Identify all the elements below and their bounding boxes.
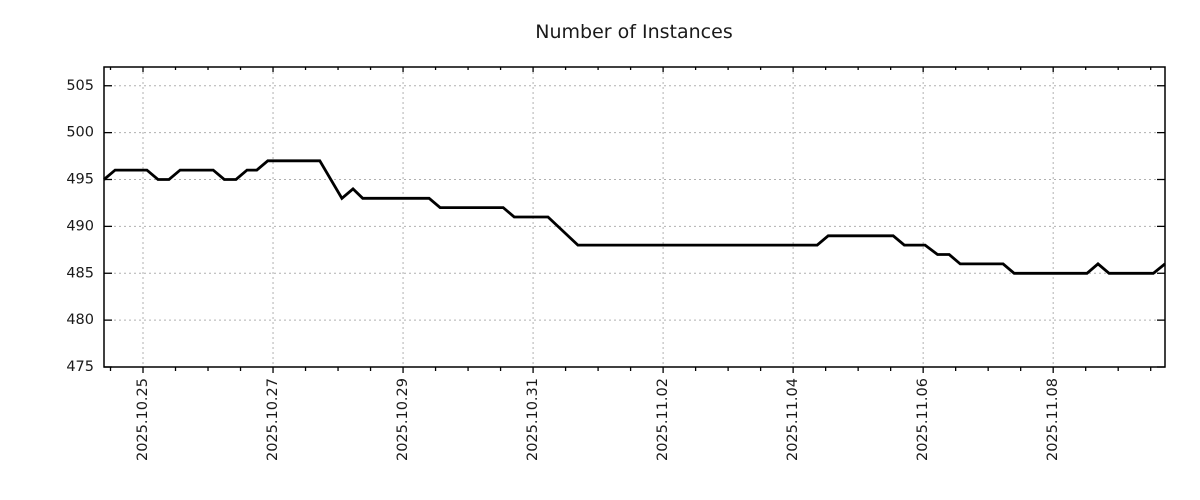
series-line-instances bbox=[103, 159, 1166, 275]
x-tick-label: 2025.11.02 bbox=[655, 378, 671, 461]
plot-area: 475 480 485 490 495 500 505 2025.10.25 2025.10.2… bbox=[66, 66, 1166, 461]
plot-border bbox=[103, 66, 1166, 368]
y-tick-label: 500 bbox=[66, 125, 94, 141]
chart-title: Number of Instances bbox=[535, 21, 732, 43]
y-tick-label: 475 bbox=[66, 359, 94, 375]
x-tick-label: 2025.11.06 bbox=[915, 378, 931, 461]
y-tick-label: 480 bbox=[66, 312, 94, 328]
x-tick-label: 2025.10.27 bbox=[265, 378, 281, 461]
y-tick-label: 485 bbox=[66, 265, 94, 281]
y-tick-label: 495 bbox=[66, 172, 94, 188]
x-tick-label: 2025.10.31 bbox=[525, 378, 541, 461]
x-tick-label: 2025.11.04 bbox=[785, 378, 801, 461]
x-tick-label: 2025.11.08 bbox=[1045, 378, 1061, 461]
x-tick-label: 2025.10.29 bbox=[395, 378, 411, 461]
y-tick-label: 490 bbox=[66, 218, 94, 234]
y-tick-label: 505 bbox=[66, 78, 94, 94]
x-tick-label: 2025.10.25 bbox=[135, 378, 151, 461]
